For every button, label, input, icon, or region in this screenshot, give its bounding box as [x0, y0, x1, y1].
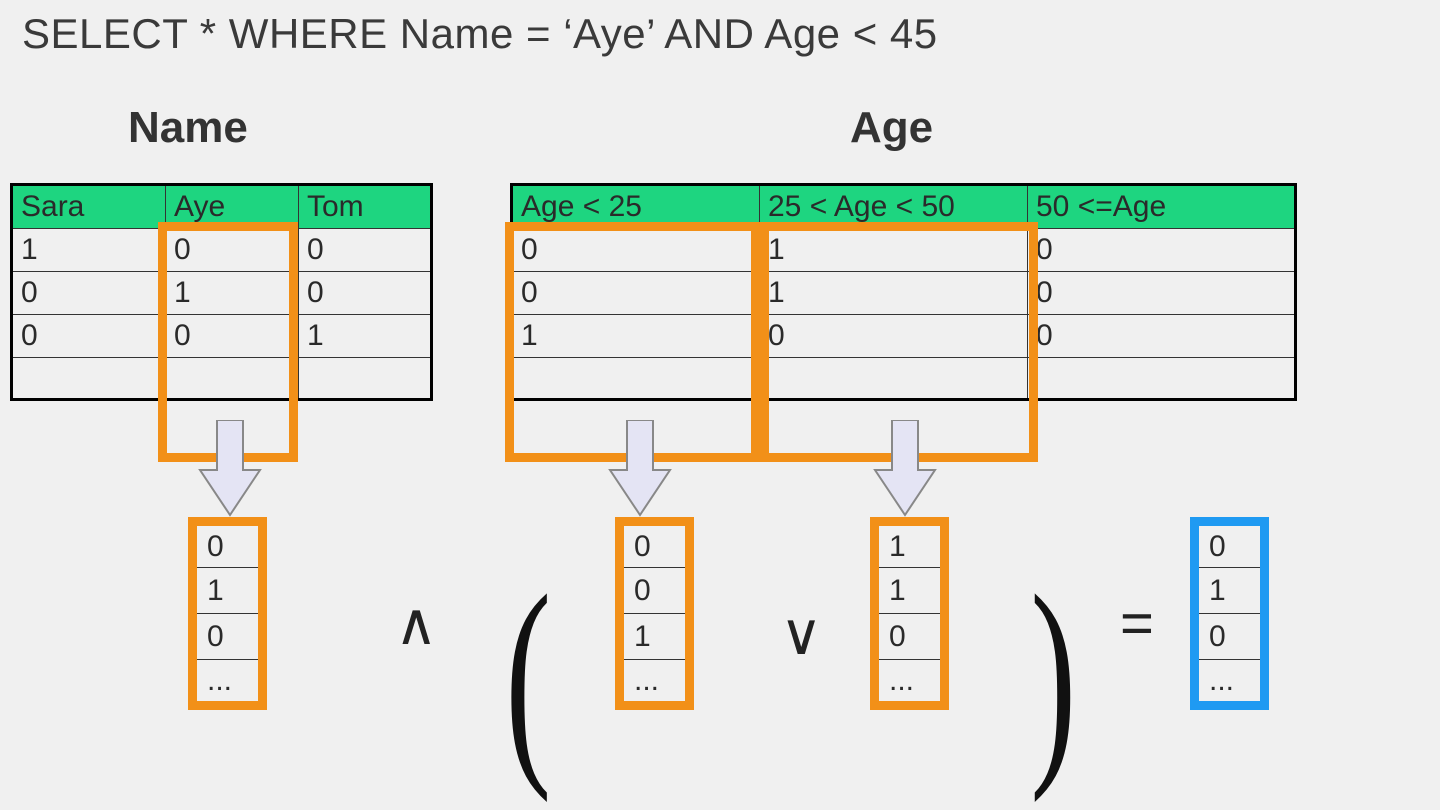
cell: 1 — [620, 614, 690, 660]
cell: 1 — [166, 272, 299, 315]
bitmap-vector-age-lt25: 0 0 1 ... — [615, 517, 694, 710]
cell: ... — [193, 660, 263, 706]
cell: 0 — [12, 315, 166, 358]
operator-or: ∨ — [780, 600, 822, 668]
name-column-title: Name — [128, 103, 248, 153]
cell: 1 — [1195, 568, 1265, 614]
cell: 0 — [1028, 272, 1296, 315]
cell: 0 — [512, 229, 760, 272]
cell: 0 — [166, 315, 299, 358]
cell: 0 — [1028, 229, 1296, 272]
cell — [512, 358, 760, 400]
table-row: 1 0 0 — [12, 229, 432, 272]
arrow-down-icon — [195, 420, 265, 520]
cell: 0 — [12, 272, 166, 315]
paren-left: ( — [505, 595, 551, 756]
operator-and: ∧ — [395, 590, 437, 658]
cell: 0 — [620, 522, 690, 568]
cell: 0 — [760, 315, 1028, 358]
table-row: 0 1 0 — [12, 272, 432, 315]
table-row: 0 1 0 — [512, 272, 1296, 315]
cell: 1 — [760, 272, 1028, 315]
cell — [760, 358, 1028, 400]
cell: 0 — [1195, 522, 1265, 568]
header-cell: Age < 25 — [512, 185, 760, 229]
paren-right: ) — [1030, 595, 1076, 756]
cell: ... — [620, 660, 690, 706]
arrow-down-icon — [870, 420, 940, 520]
cell — [1028, 358, 1296, 400]
cell — [12, 358, 166, 400]
cell: 0 — [1195, 614, 1265, 660]
bitmap-vector-age-25-50: 1 1 0 ... — [870, 517, 949, 710]
bitmap-vector-aye: 0 1 0 ... — [188, 517, 267, 710]
bitmap-vector-result: 0 1 0 ... — [1190, 517, 1269, 710]
sql-query: SELECT * WHERE Name = ‘Aye’ AND Age < 45 — [22, 10, 938, 58]
table-row — [12, 358, 432, 400]
arrow-down-icon — [605, 420, 675, 520]
header-cell: 50 <=Age — [1028, 185, 1296, 229]
cell: 0 — [620, 568, 690, 614]
cell: 0 — [193, 614, 263, 660]
cell: 1 — [299, 315, 432, 358]
cell: 1 — [875, 522, 945, 568]
cell: ... — [1195, 660, 1265, 706]
cell: 0 — [193, 522, 263, 568]
cell: 0 — [875, 614, 945, 660]
table-header-row: Age < 25 25 < Age < 50 50 <=Age — [512, 185, 1296, 229]
cell: 0 — [299, 272, 432, 315]
header-cell: 25 < Age < 50 — [760, 185, 1028, 229]
cell: 0 — [1028, 315, 1296, 358]
header-cell: Sara — [12, 185, 166, 229]
cell: 0 — [166, 229, 299, 272]
table-header-row: Sara Aye Tom — [12, 185, 432, 229]
age-column-title: Age — [850, 103, 933, 153]
name-bitmap-table: Sara Aye Tom 1 0 0 0 1 0 0 0 1 — [10, 183, 433, 401]
table-row: 0 0 1 — [12, 315, 432, 358]
header-cell: Tom — [299, 185, 432, 229]
age-bitmap-table: Age < 25 25 < Age < 50 50 <=Age 0 1 0 0 … — [510, 183, 1297, 401]
header-cell: Aye — [166, 185, 299, 229]
cell: 1 — [760, 229, 1028, 272]
table-row: 1 0 0 — [512, 315, 1296, 358]
cell: 1 — [875, 568, 945, 614]
cell: 0 — [512, 272, 760, 315]
cell: 1 — [12, 229, 166, 272]
cell: 1 — [512, 315, 760, 358]
cell — [166, 358, 299, 400]
cell: 0 — [299, 229, 432, 272]
table-row — [512, 358, 1296, 400]
operator-equals: = — [1120, 590, 1154, 657]
cell: ... — [875, 660, 945, 706]
table-row: 0 1 0 — [512, 229, 1296, 272]
cell — [299, 358, 432, 400]
cell: 1 — [193, 568, 263, 614]
